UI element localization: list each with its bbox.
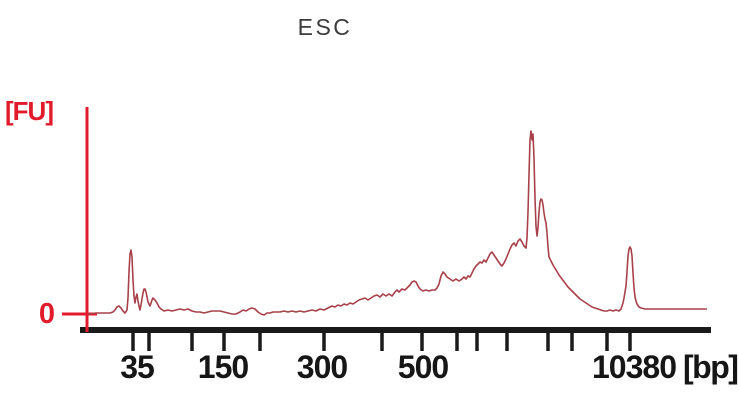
x-axis-unit-label: [bp] — [683, 349, 739, 385]
electropherogram-trace — [87, 130, 707, 316]
x-tick-label-35: 35 — [120, 349, 155, 385]
x-tick-label-10380: 10380 — [592, 349, 677, 385]
x-tick-label-150: 150 — [197, 349, 249, 385]
x-tick-label-500: 500 — [397, 349, 449, 385]
y-axis-zero-label: 0 — [38, 298, 56, 330]
y-axis-unit-label: [FU] — [5, 96, 54, 126]
chart-title: ESC — [297, 14, 353, 40]
x-tick-label-300: 300 — [296, 349, 348, 385]
